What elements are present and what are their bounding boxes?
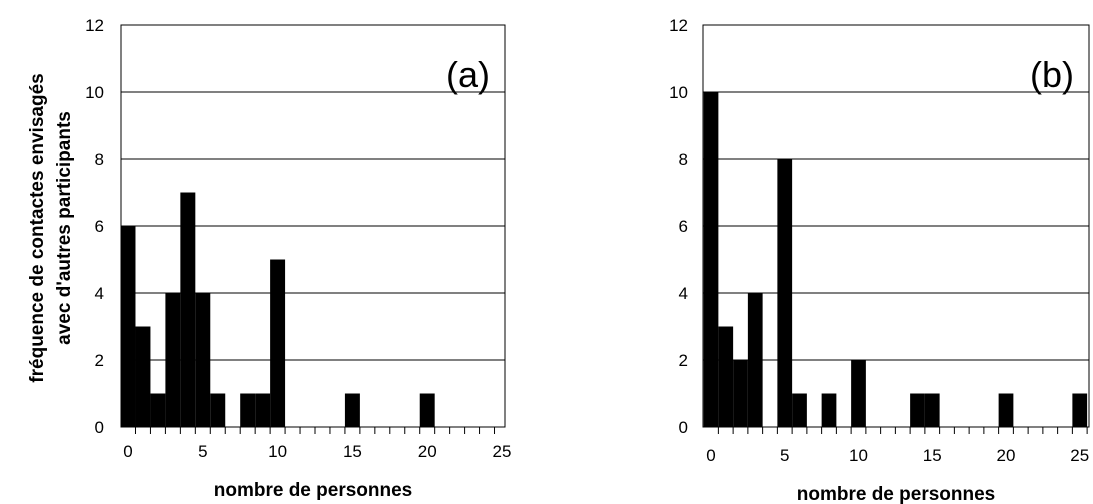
bars-a [120,192,435,427]
chart-panel-b: 0 5 10 15 20 25 0 2 4 6 8 10 12 (b) nombre de perso… [669,16,1090,504]
y-tick-label-a-10: 10 [85,83,104,102]
bar-b-6 [792,393,807,427]
bar-b-1 [718,326,734,427]
bar-a-3 [165,293,181,427]
bar-a-10 [270,259,286,427]
bar-b-15 [924,393,940,427]
y-tick-label-a-6: 6 [95,217,104,236]
bar-a-15 [344,393,360,427]
y-tick-label-a-4: 4 [95,284,104,303]
y-tick-label-b-8: 8 [679,150,688,169]
x-axis-label-a: nombre de personnes [214,480,413,501]
x-tick-label-b-25: 25 [1070,446,1089,465]
y-tick-label-b-6: 6 [679,217,688,236]
bar-b-8 [821,393,837,427]
chart-panel-a: 0 5 10 15 20 25 0 2 4 6 8 10 12 (a) nombre de perso… [27,16,511,501]
y-axis-label-line1-a: fréquence de contactes envisagés [27,73,48,382]
y-tick-label-a-8: 8 [95,150,104,169]
gridlines-b [703,91,1089,361]
y-tick-label-b-10: 10 [669,83,688,102]
bars-b [703,92,1088,427]
bar-a-2 [150,393,166,427]
x-ticks-a: 0 5 10 15 20 25 [123,427,511,461]
x-tick-label-b-15: 15 [923,446,942,465]
y-tick-label-b-0: 0 [679,418,688,437]
y-tick-label-b-2: 2 [679,351,688,370]
bar-b-3 [747,293,763,427]
y-ticks-b: 0 2 4 6 8 10 12 [669,16,688,437]
x-tick-label-b-10: 10 [849,446,868,465]
y-ticks-a: 0 2 4 6 8 10 12 [85,16,104,437]
bar-b-25 [1072,393,1088,427]
bar-a-1 [135,326,151,427]
bar-a-9 [255,393,271,427]
x-tick-label-b-20: 20 [997,446,1016,465]
x-tick-label-a-0: 0 [123,442,132,461]
y-tick-label-b-12: 12 [669,16,688,35]
x-tick-label-b-0: 0 [706,446,715,465]
bar-b-5 [777,159,793,427]
bar-a-4 [180,192,196,427]
x-tick-label-a-15: 15 [343,442,362,461]
x-tick-label-a-5: 5 [198,442,207,461]
y-tick-label-a-2: 2 [95,351,104,370]
x-axis-label-b: nombre de personnes [797,484,996,504]
bar-b-20 [998,393,1014,427]
bar-a-0 [120,226,136,427]
bar-b-14 [910,393,925,427]
y-tick-label-a-12: 12 [85,16,104,35]
x-tick-label-a-25: 25 [493,442,512,461]
bar-b-0 [703,92,719,427]
panel-label-b: (b) [1030,54,1074,95]
x-tick-label-a-10: 10 [268,442,287,461]
bar-b-10 [851,360,866,427]
y-axis-label-line2-a: avec d'autres participants [54,111,75,345]
x-tick-label-a-20: 20 [418,442,437,461]
bar-a-5 [195,293,211,427]
y-tick-label-b-4: 4 [679,284,688,303]
x-ticks-b: 0 5 10 15 20 25 [706,427,1089,465]
bar-a-8 [240,393,256,427]
bar-a-20 [419,393,435,427]
y-tick-label-a-0: 0 [95,418,104,437]
bar-b-2 [733,360,748,427]
panel-label-a: (a) [446,54,490,95]
bar-a-6 [210,393,226,427]
x-tick-label-b-5: 5 [780,446,789,465]
